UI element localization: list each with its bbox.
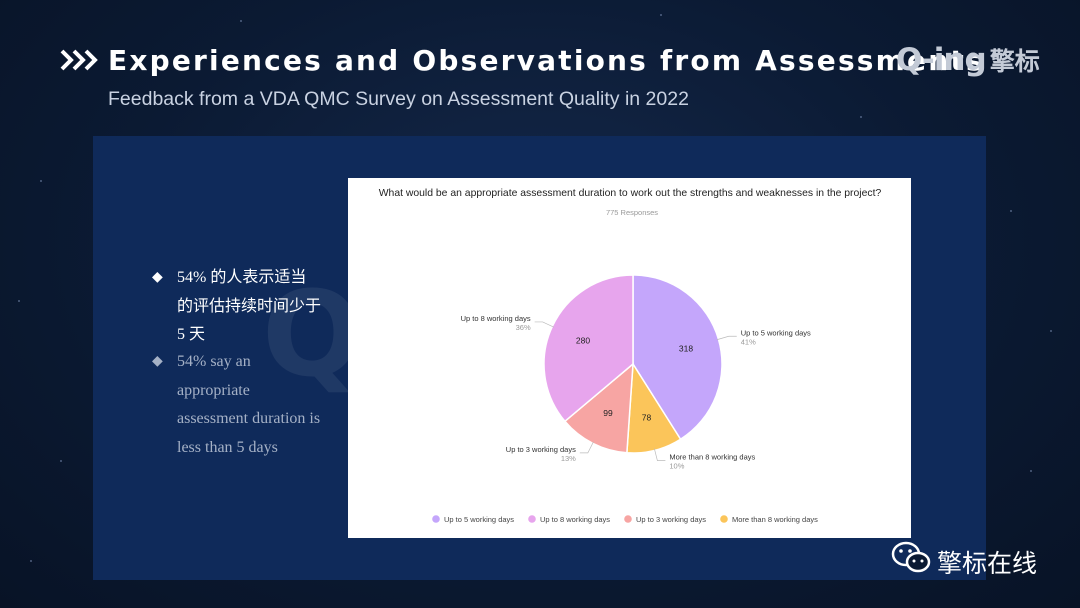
background-star	[40, 180, 42, 182]
slice-value-label: 280	[576, 336, 590, 346]
slice-value-label: 78	[642, 413, 652, 423]
pie-chart-card: What would be an appropriate assessment …	[348, 178, 911, 538]
background-star	[60, 460, 62, 462]
legend-swatch	[720, 515, 728, 523]
triple-chevron-right-icon	[60, 49, 98, 71]
legend-label: Up to 8 working days	[540, 515, 610, 524]
legend-label: Up to 3 working days	[636, 515, 706, 524]
background-star	[660, 14, 662, 16]
slice-percent-label: 36%	[516, 323, 531, 332]
bullet-chinese: ◆ 54% 的人表示适当的评估持续时间少于 5 天	[152, 264, 322, 350]
slice-percent-label: 13%	[561, 454, 576, 463]
legend-label: More than 8 working days	[732, 515, 818, 524]
legend-item: Up to 5 working days	[432, 515, 514, 524]
background-star	[18, 300, 20, 302]
legend-swatch	[528, 515, 536, 523]
legend-item: More than 8 working days	[720, 515, 818, 524]
leader-line	[716, 335, 737, 341]
slice-value-label: 99	[603, 408, 613, 418]
slice-category-label: Up to 3 working days	[506, 445, 576, 454]
background-star	[240, 20, 242, 22]
background-star	[1030, 470, 1032, 472]
diamond-icon: ◆	[152, 354, 163, 369]
legend-label: Up to 5 working days	[444, 515, 514, 524]
background-star	[1050, 330, 1052, 332]
leader-line	[534, 321, 555, 328]
wechat-icon	[891, 541, 931, 573]
slice-category-label: Up to 5 working days	[741, 328, 811, 337]
wechat-account-label: 擎标在线	[937, 550, 1038, 578]
background-star	[1010, 210, 1012, 212]
legend-item: Up to 3 working days	[624, 515, 706, 524]
slice-percent-label: 41%	[741, 337, 756, 346]
slide-title: Experiences and Observations from Assess…	[108, 44, 985, 77]
legend-item: Up to 8 working days	[528, 515, 610, 524]
leader-line	[579, 441, 594, 454]
chart-title: What would be an appropriate assessment …	[379, 188, 882, 199]
company-logo: Q-ing 擎标	[896, 42, 1040, 78]
pie-chart: What would be an appropriate assessment …	[379, 188, 882, 524]
slice-value-label: 318	[679, 344, 693, 354]
logo-latin: Q-ing	[896, 42, 987, 78]
bullet-text: 54% say an appropriate assessment durati…	[177, 353, 321, 456]
legend-swatch	[624, 515, 632, 523]
slice-category-label: More than 8 working days	[669, 453, 755, 462]
slice-percent-label: 10%	[669, 462, 684, 471]
bullet-english: ◆ 54% say an appropriate assessment dura…	[152, 348, 322, 462]
legend-swatch	[432, 515, 440, 523]
background-star	[30, 560, 32, 562]
logo-cjk: 擎标	[989, 48, 1040, 76]
slice-category-label: Up to 8 working days	[461, 314, 531, 323]
slide-subtitle: Feedback from a VDA QMC Survey on Assess…	[108, 88, 689, 110]
bullet-text: 54% 的人表示适当的评估持续时间少于 5 天	[177, 269, 322, 343]
background-star	[860, 116, 862, 118]
leader-line	[654, 448, 666, 461]
diamond-icon: ◆	[152, 270, 163, 285]
chart-subtitle: 775 Responses	[606, 208, 658, 217]
